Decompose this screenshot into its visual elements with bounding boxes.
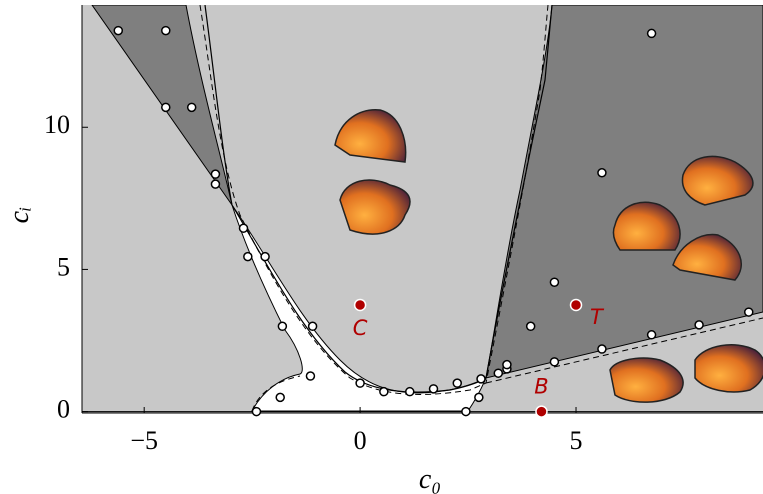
data-point bbox=[549, 277, 560, 287]
data-point bbox=[597, 344, 607, 354]
data-point bbox=[355, 378, 365, 388]
shell-icon bbox=[694, 344, 763, 393]
shell-icon bbox=[681, 155, 754, 206]
data-point bbox=[474, 392, 484, 403]
point-label: T bbox=[590, 305, 605, 329]
marked-point bbox=[569, 298, 583, 312]
data-point bbox=[251, 406, 262, 417]
data-point bbox=[502, 359, 512, 370]
data-point bbox=[210, 169, 221, 179]
data-point bbox=[549, 357, 560, 367]
x-axis-label: c₀ bbox=[419, 464, 441, 494]
y-tick-label: 10 bbox=[44, 110, 70, 139]
data-point bbox=[210, 179, 221, 189]
shell-icons bbox=[334, 109, 763, 403]
data-point bbox=[307, 321, 318, 332]
x-tick-label: 5 bbox=[570, 426, 583, 455]
data-point bbox=[260, 251, 270, 262]
data-point bbox=[379, 386, 389, 397]
data-point bbox=[646, 28, 657, 39]
data-point bbox=[476, 374, 486, 384]
point-label: B bbox=[534, 375, 548, 399]
data-point bbox=[646, 330, 657, 340]
point-label: C bbox=[353, 316, 368, 340]
data-point bbox=[275, 392, 285, 403]
data-point bbox=[243, 251, 253, 262]
data-point bbox=[461, 406, 471, 417]
dashed-boundary bbox=[199, 5, 549, 395]
data-point bbox=[161, 25, 171, 36]
boundary bbox=[204, 5, 553, 393]
marked-point bbox=[535, 405, 548, 418]
data-point bbox=[405, 386, 415, 397]
data-point bbox=[186, 102, 197, 113]
data-point bbox=[525, 321, 536, 332]
regions bbox=[82, 5, 763, 413]
shell-icon bbox=[609, 357, 684, 403]
y-tick-label: 5 bbox=[57, 252, 70, 281]
data-point bbox=[493, 368, 504, 378]
shell-icon bbox=[612, 201, 681, 251]
data-point bbox=[161, 102, 171, 113]
data-point bbox=[452, 378, 463, 388]
data-point bbox=[694, 320, 704, 330]
dashed-boundary bbox=[485, 317, 763, 384]
shell-icon bbox=[672, 233, 743, 281]
data-point bbox=[428, 384, 439, 394]
shell-icon bbox=[334, 109, 407, 163]
data-point bbox=[305, 371, 316, 381]
dashed-boundary bbox=[251, 375, 301, 412]
data-point bbox=[743, 307, 754, 317]
data-point bbox=[113, 25, 124, 36]
y-tick-label: 0 bbox=[57, 395, 70, 424]
marked-point bbox=[353, 298, 367, 312]
y-axis-label: cᵢ bbox=[4, 207, 35, 224]
data-point bbox=[597, 167, 607, 178]
shell-icon bbox=[339, 179, 411, 235]
x-tick-label: 0 bbox=[354, 426, 367, 455]
x-tick-label: −5 bbox=[130, 426, 158, 455]
data-point bbox=[238, 223, 249, 233]
data-point bbox=[277, 321, 288, 332]
